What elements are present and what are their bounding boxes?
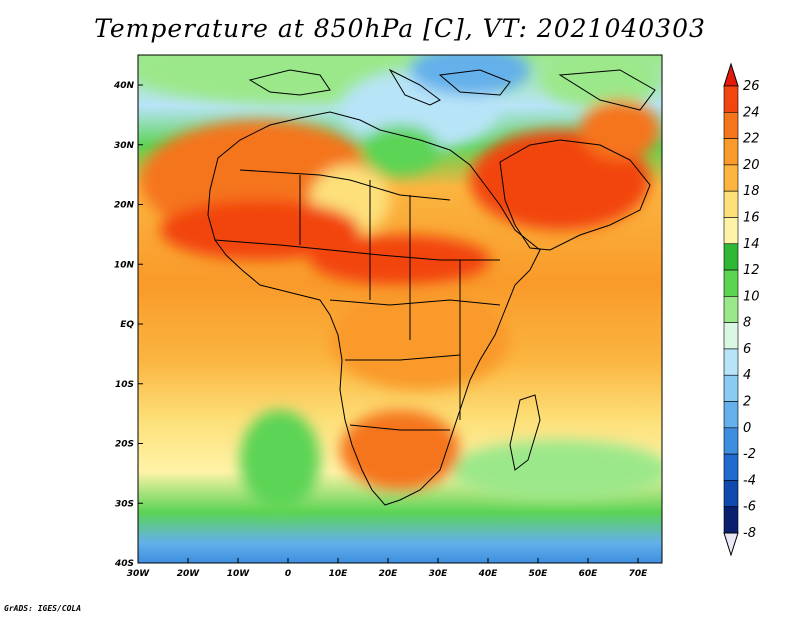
lon-tick-label: 20W bbox=[177, 569, 201, 579]
colorbar-label: 0 bbox=[743, 421, 751, 436]
colorbar-swatch bbox=[723, 190, 739, 218]
lon-tick-label: 10E bbox=[329, 569, 349, 579]
colorbar-label: 26 bbox=[743, 79, 760, 94]
longitude-axis: 30W 20W 10W 0 10E 20E 30E 40E 50E 60E 70E bbox=[127, 558, 648, 579]
colorbar-label: 24 bbox=[743, 105, 760, 120]
colorbar-swatch bbox=[723, 506, 739, 534]
colorbar-swatch bbox=[723, 348, 739, 376]
map-title: Temperature at 850hPa [C], VT: 202104030… bbox=[94, 14, 706, 43]
colorbar-swatch bbox=[723, 269, 739, 297]
lat-tick-label: 40N bbox=[113, 81, 135, 91]
colorbar-label: -2 bbox=[743, 447, 756, 462]
lat-tick-label: 10S bbox=[115, 380, 134, 390]
colorbar-swatch bbox=[723, 296, 739, 323]
lon-tick-label: 10W bbox=[227, 569, 251, 579]
lon-tick-label: 70E bbox=[629, 569, 649, 579]
colorbar-swatch bbox=[723, 243, 739, 271]
colorbar-label: 18 bbox=[743, 184, 760, 199]
lat-tick-label: 30S bbox=[115, 499, 134, 509]
lat-tick-label: EQ bbox=[120, 320, 134, 330]
temperature-field bbox=[138, 55, 662, 563]
colorbar-label: -4 bbox=[743, 473, 756, 488]
lon-tick-label: 20E bbox=[379, 569, 399, 579]
colorbar-swatch bbox=[723, 138, 739, 166]
colorbar-swatch bbox=[723, 217, 739, 245]
lon-tick-label: 30W bbox=[127, 569, 151, 579]
colorbar-label: 14 bbox=[743, 237, 760, 252]
colorbar-swatch bbox=[723, 401, 739, 429]
lat-tick-label: 20S bbox=[115, 440, 134, 450]
lon-tick-label: 30E bbox=[429, 569, 449, 579]
map-frame bbox=[137, 54, 663, 564]
colorbar-label: 16 bbox=[743, 210, 760, 225]
colorbar-min-arrow bbox=[723, 532, 739, 557]
colorbar-swatch bbox=[723, 164, 739, 192]
colorbar-swatch bbox=[723, 480, 739, 508]
lat-tick-label: 10N bbox=[114, 260, 135, 270]
colorbar-label: -8 bbox=[743, 526, 756, 541]
colorbar-swatch bbox=[723, 374, 739, 402]
latitude-axis: 40N 30N 20N 10N EQ 10S 20S 30S 40S bbox=[113, 81, 143, 569]
colorbar-label: 2 bbox=[743, 395, 751, 410]
colorbar-label: 6 bbox=[743, 342, 751, 357]
colorbar-label: 22 bbox=[743, 132, 760, 147]
colorbar-max-arrow bbox=[723, 62, 739, 87]
colorbar-swatch bbox=[723, 85, 739, 113]
lon-tick-label: 0 bbox=[285, 569, 291, 579]
grads-credit: GrADS: IGES/COLA bbox=[4, 604, 82, 613]
lon-tick-label: 50E bbox=[529, 569, 549, 579]
coastlines bbox=[207, 68, 656, 506]
lat-tick-label: 40S bbox=[114, 559, 134, 569]
colorbar-swatch bbox=[723, 427, 739, 455]
colorbar-label: 10 bbox=[743, 289, 760, 304]
colorbar-label: 4 bbox=[743, 368, 751, 383]
colorbar-label: -6 bbox=[743, 500, 756, 515]
colorbar-swatch bbox=[723, 453, 739, 481]
colorbar-swatch bbox=[723, 322, 739, 350]
lon-tick-label: 60E bbox=[579, 569, 599, 579]
lat-tick-label: 20N bbox=[114, 201, 135, 211]
colorbar-label: 8 bbox=[743, 316, 751, 331]
lon-tick-label: 40E bbox=[478, 569, 499, 579]
colorbar-label: 12 bbox=[743, 263, 760, 278]
colorbar-swatch bbox=[723, 111, 739, 139]
lat-tick-label: 30N bbox=[114, 141, 135, 151]
colorbar-label: 20 bbox=[743, 158, 760, 173]
